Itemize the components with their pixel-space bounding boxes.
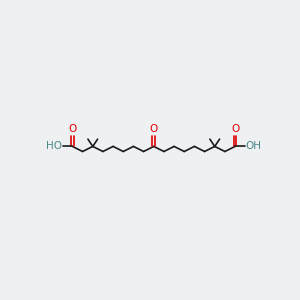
Text: OH: OH — [246, 141, 262, 152]
Text: O: O — [68, 124, 76, 134]
Text: O: O — [150, 124, 158, 134]
Text: HO: HO — [46, 141, 62, 152]
Text: O: O — [231, 124, 239, 134]
